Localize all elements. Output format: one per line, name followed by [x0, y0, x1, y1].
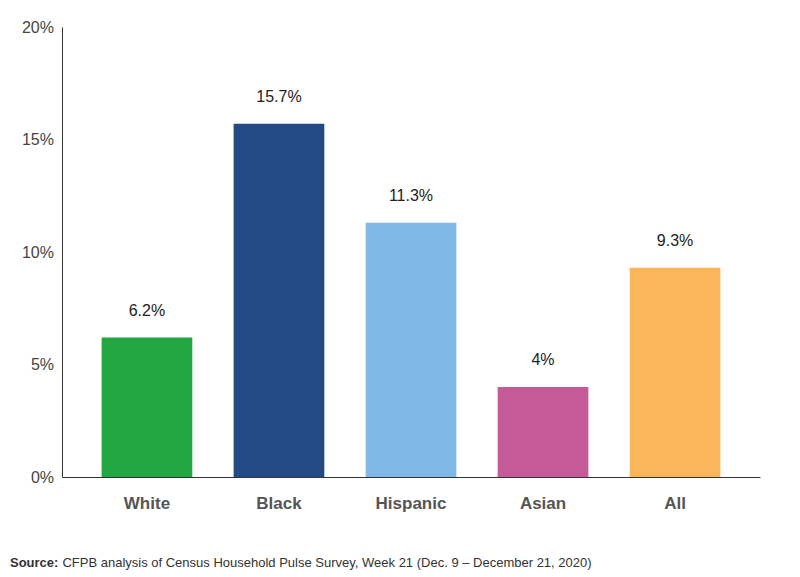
chart: 0% 5% 10% 15% 20% White Black Hispanic Asian All 6…	[0, 0, 800, 577]
y-tick: 15%	[22, 131, 62, 148]
y-tick-label: 5%	[31, 356, 54, 373]
y-tick: 20%	[22, 19, 62, 36]
bars	[102, 124, 721, 477]
y-tick-label: 10%	[22, 244, 54, 261]
y-tick: 0%	[31, 469, 62, 486]
y-tick: 10%	[22, 244, 62, 261]
x-tick: All	[664, 494, 686, 513]
x-tick-label: Black	[256, 494, 302, 513]
y-axis-line	[62, 28, 63, 478]
data-label: 6.2%	[129, 302, 165, 319]
data-labels: 6.2% 15.7% 11.3% 4% 9.3%	[129, 88, 694, 368]
data-label: 4%	[531, 351, 554, 368]
data-label: 15.7%	[256, 88, 301, 105]
y-tick-label: 20%	[22, 19, 54, 36]
x-axis-line	[63, 477, 761, 478]
bar	[630, 268, 721, 477]
x-tick: Asian	[520, 494, 566, 513]
x-tick-label: White	[124, 494, 170, 513]
y-tick-label: 0%	[31, 469, 54, 486]
data-label: 11.3%	[389, 187, 433, 204]
x-tick-label: All	[664, 494, 686, 513]
data-label: 9.3%	[657, 232, 693, 249]
y-tick: 5%	[31, 356, 62, 373]
x-axis: White Black Hispanic Asian All	[63, 478, 761, 514]
x-tick: Black	[256, 494, 302, 513]
bar	[234, 124, 325, 477]
x-tick-label: Hispanic	[376, 494, 447, 513]
bar	[366, 223, 457, 477]
source-text: CFPB analysis of Census Household Pulse …	[62, 555, 591, 570]
bar	[102, 338, 193, 478]
y-tick-label: 15%	[22, 131, 54, 148]
x-tick-label: Asian	[520, 494, 566, 513]
y-axis: 0% 5% 10% 15% 20%	[22, 19, 63, 486]
source-label: Source:	[10, 555, 58, 570]
source-note: Source: CFPB analysis of Census Household…	[10, 555, 592, 570]
bar	[498, 387, 589, 477]
x-tick: White	[124, 494, 170, 513]
x-tick: Hispanic	[376, 494, 447, 513]
